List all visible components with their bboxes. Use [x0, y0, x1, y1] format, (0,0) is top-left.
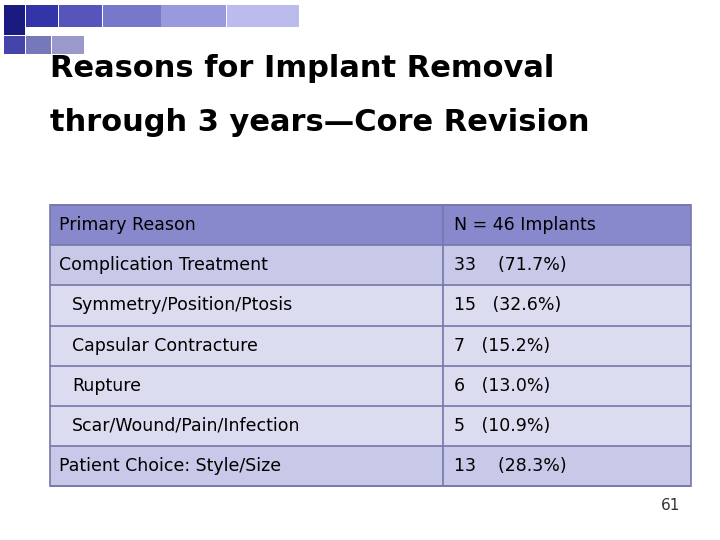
Bar — [50, 366, 443, 406]
Text: 33    (71.7%): 33 (71.7%) — [454, 256, 566, 274]
Bar — [161, 5, 226, 27]
Text: 61: 61 — [661, 498, 680, 513]
Bar — [50, 326, 443, 366]
Bar — [50, 406, 443, 446]
Bar — [443, 245, 691, 286]
Text: 5   (10.9%): 5 (10.9%) — [454, 417, 550, 435]
Bar — [443, 326, 691, 366]
Bar — [103, 5, 161, 27]
Text: Primary Reason: Primary Reason — [59, 216, 196, 234]
Text: Scar/Wound/Pain/Infection: Scar/Wound/Pain/Infection — [72, 417, 300, 435]
Text: 6   (13.0%): 6 (13.0%) — [454, 377, 550, 395]
Bar — [50, 205, 443, 245]
Text: 15   (32.6%): 15 (32.6%) — [454, 296, 561, 314]
Text: Complication Treatment: Complication Treatment — [59, 256, 268, 274]
Bar — [4, 5, 25, 35]
Bar — [50, 446, 443, 486]
Bar — [50, 205, 691, 486]
Bar — [50, 245, 443, 286]
Bar — [443, 366, 691, 406]
Bar — [443, 286, 691, 326]
Bar — [59, 5, 102, 27]
Text: 7   (15.2%): 7 (15.2%) — [454, 336, 550, 355]
Text: Symmetry/Position/Ptosis: Symmetry/Position/Ptosis — [72, 296, 293, 314]
Bar — [227, 5, 299, 27]
Bar — [50, 286, 443, 326]
Bar — [443, 406, 691, 446]
Bar — [4, 36, 25, 54]
Bar — [26, 5, 58, 27]
Text: Rupture: Rupture — [72, 377, 141, 395]
Text: 13    (28.3%): 13 (28.3%) — [454, 457, 566, 475]
Bar — [26, 36, 51, 54]
Text: Patient Choice: Style/Size: Patient Choice: Style/Size — [59, 457, 282, 475]
Text: N = 46 Implants: N = 46 Implants — [454, 216, 595, 234]
Bar — [443, 205, 691, 245]
Bar — [443, 446, 691, 486]
Text: Capsular Contracture: Capsular Contracture — [72, 336, 258, 355]
Text: Reasons for Implant Removal: Reasons for Implant Removal — [50, 54, 555, 83]
Text: through 3 years—Core Revision: through 3 years—Core Revision — [50, 108, 590, 137]
Bar — [52, 36, 84, 54]
